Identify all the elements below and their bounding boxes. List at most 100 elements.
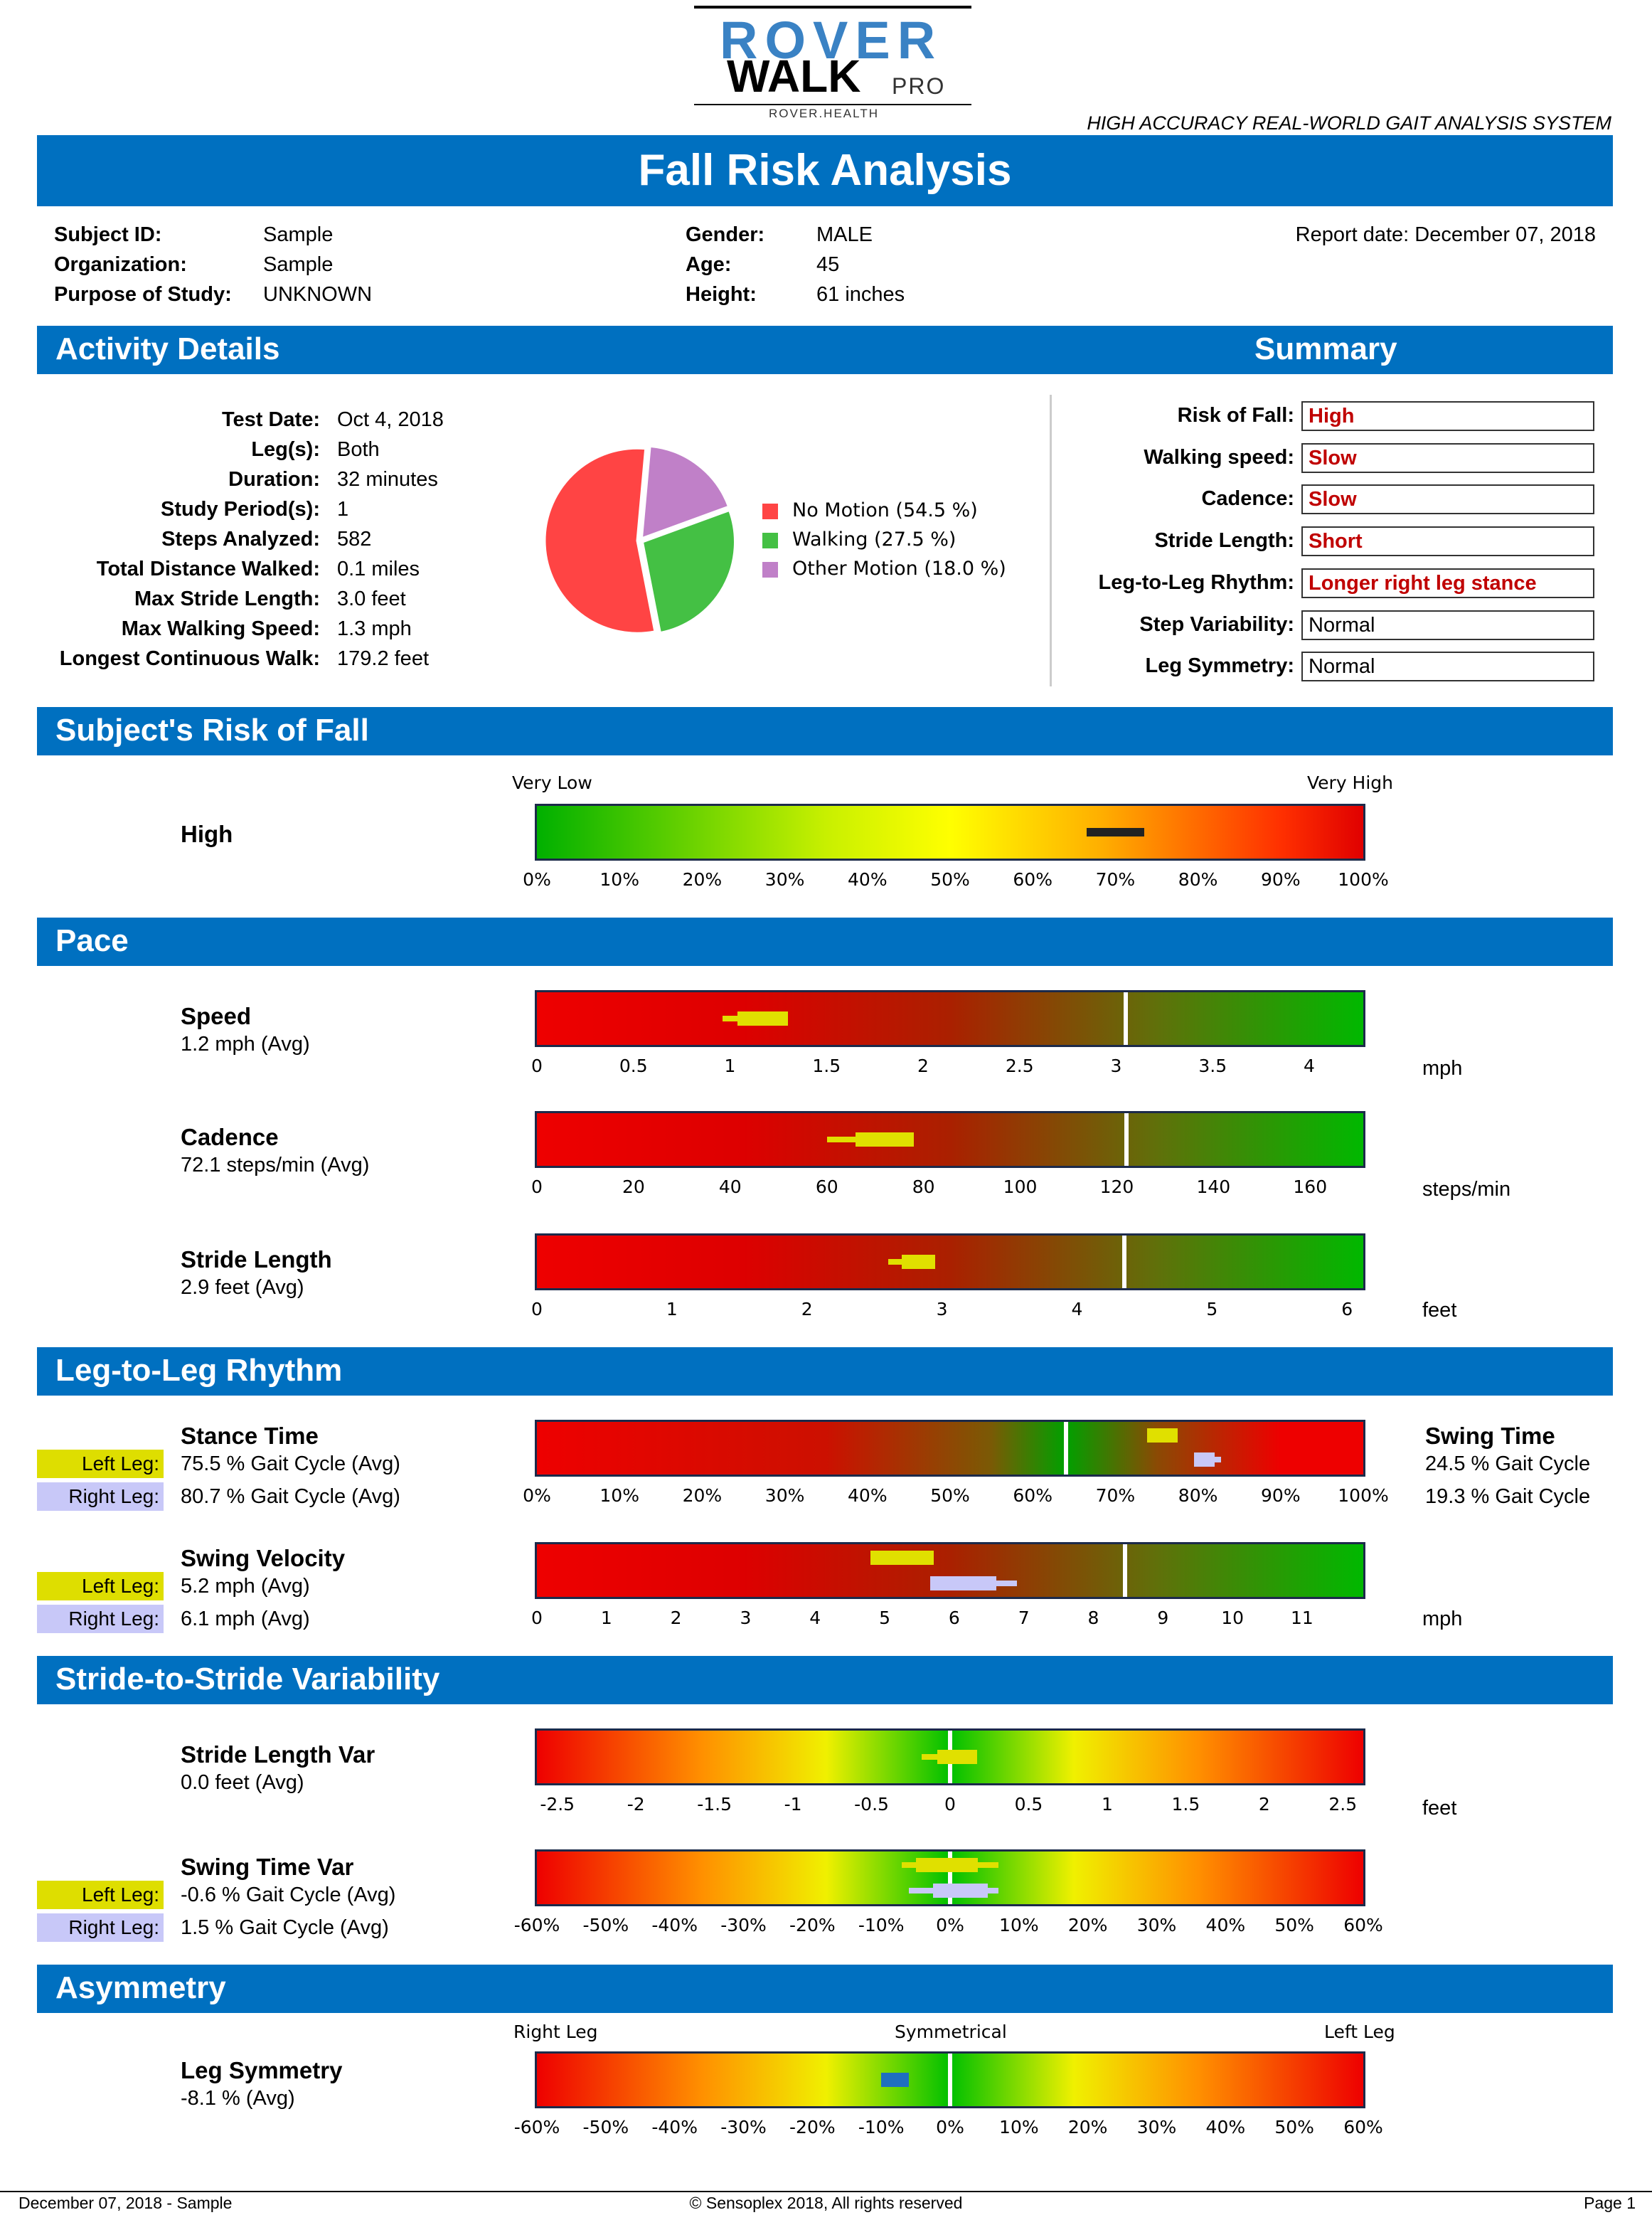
summary-label: Step Variability: [1139,612,1294,636]
swingvel-tick-label: 11 [1291,1608,1313,1628]
logo-rover-text: ROVER [720,11,943,70]
activity-label: Total Distance Walked: [96,558,320,580]
symmetry-tick-label: -50% [582,2117,629,2137]
swingvel-left-leg-tag: Left Leg: [37,1572,164,1600]
stride-tick-label: 4 [1071,1299,1083,1319]
stride-tick-label: 6 [1341,1299,1353,1319]
summary-value-box: Normal [1301,652,1594,682]
summary-label: Cadence: [1201,487,1294,511]
stridevar-tick-label: 0 [944,1794,956,1815]
summary-value-box: Short [1301,526,1594,557]
stride-var-unit: feet [1422,1797,1457,1820]
activity-label: Leg(s): [251,438,320,461]
summary-value-box: Slow [1301,442,1594,473]
swingvar-left-value: -0.6 % Gait Cycle (Avg) [181,1884,396,1906]
symmetry-tick-label: -40% [651,2117,698,2137]
summary-heading: Summary [1254,331,1397,366]
swingvar-tick-label: -60% [513,1915,560,1935]
page-title: Fall Risk Analysis [37,135,1613,206]
risk-marker [1086,828,1145,836]
organization-value: Sample [263,253,334,276]
risk-tick-label: 30% [764,869,805,890]
swingvar-tick-label: 40% [1205,1915,1246,1935]
swingvar-threshold-line [948,1852,952,1904]
stance-left-value: 75.5 % Gait Cycle (Avg) [181,1452,400,1475]
stridevar-tick-label: 2 [1258,1794,1270,1815]
stridevar-tick-label: -0.5 [854,1794,889,1815]
speed-title: Speed [181,1003,252,1029]
left-leg-whisker [826,1137,856,1142]
pie-slice [641,509,736,634]
symmetry-tick-label: -60% [513,2117,560,2137]
symmetry-threshold-line [948,2054,952,2106]
risk-high-label: Very High [1307,772,1394,793]
stride-tick-label: 5 [1206,1299,1218,1319]
swing-time-title: Swing Time [1425,1423,1555,1449]
swingvar-tick-label: -30% [720,1915,767,1935]
left-leg-whisker [888,1259,902,1265]
left-leg-box [937,1750,977,1764]
subject-id-label: Subject ID: [54,223,162,246]
speed-tick-label: 1 [724,1056,736,1076]
swingvel-tick-label: 10 [1221,1608,1245,1628]
subject-id-value: Sample [263,223,334,246]
risk-tick-label: 20% [682,869,723,890]
swing-time-left-value: 24.5 % Gait Cycle [1425,1452,1591,1475]
summary-value-box: Normal [1301,610,1594,640]
right-leg-box [929,1576,996,1590]
swingvar-tick-label: 10% [999,1915,1039,1935]
symmetry-tick-label: -10% [858,2117,905,2137]
summary-label: Leg-to-Leg Rhythm: [1098,570,1294,594]
stridevar-tick-label: -2.5 [540,1794,575,1815]
swingvar-tick-label: 60% [1343,1915,1383,1935]
swingvel-tick-label: 5 [879,1608,890,1628]
left-leg-whisker [902,1862,916,1868]
speed-tick-label: 2.5 [1005,1056,1034,1076]
activity-value: 1.3 mph [337,617,412,640]
purpose-label: Purpose of Study: [54,283,232,306]
swingvel-right-leg-tag: Right Leg: [37,1605,164,1633]
symmetry-left-leg-label: Left Leg [1324,2022,1395,2042]
stance-title: Stance Time [181,1423,319,1449]
section-variability: Stride-to-Stride Variability [37,1656,1613,1704]
activity-value: 3.0 feet [337,588,406,610]
footer-rule [0,2191,1652,2192]
symmetry-tick-label: 20% [1067,2117,1108,2137]
swingvel-tick-label: 0 [531,1608,543,1628]
swingvar-tick-label: -20% [789,1915,836,1935]
purpose-value: UNKNOWN [263,283,373,306]
section-activity-details: Activity Details Summary [37,326,1613,374]
risk-tick-label: 60% [1013,869,1053,890]
summary-value-box: Slow [1301,484,1594,515]
cadence-tick-label: 100 [1003,1176,1038,1197]
activity-label: Max Stride Length: [134,588,320,610]
symmetry-marker [881,2073,909,2087]
swing-velocity-title: Swing Velocity [181,1545,346,1571]
activity-label: Max Walking Speed: [121,617,320,640]
activity-value: 32 minutes [337,468,438,491]
speed-threshold-line [1124,992,1129,1045]
stance-tick-label: 20% [682,1485,723,1506]
swingvel-tick-label: 3 [740,1608,752,1628]
height-value: 61 inches [816,283,905,306]
stride-tick-label: 1 [666,1299,678,1319]
swingvel-tick-label: 8 [1087,1608,1099,1628]
risk-tick-label: 40% [848,869,888,890]
speed-tick-label: 3 [1110,1056,1122,1076]
stance-tick-label: 30% [764,1485,805,1506]
activity-label: Longest Continuous Walk: [59,647,320,670]
legend-swatch [762,504,778,519]
stride-value: 2.9 feet (Avg) [181,1276,304,1299]
cadence-tick-label: 60 [815,1176,838,1197]
cadence-gauge-bar [535,1111,1365,1168]
activity-value: 179.2 feet [337,647,429,670]
stridevar-tick-label: 1 [1101,1794,1113,1815]
stride-tick-label: 2 [801,1299,813,1319]
risk-tick-label: 10% [599,869,639,890]
activity-value: 1 [337,498,349,521]
cadence-tick-label: 0 [531,1176,543,1197]
symmetry-tick-label: 0% [936,2117,964,2137]
stride-var-value: 0.0 feet (Avg) [181,1771,304,1794]
summary-value-box: High [1301,401,1594,431]
stance-tick-label: 80% [1178,1485,1218,1506]
